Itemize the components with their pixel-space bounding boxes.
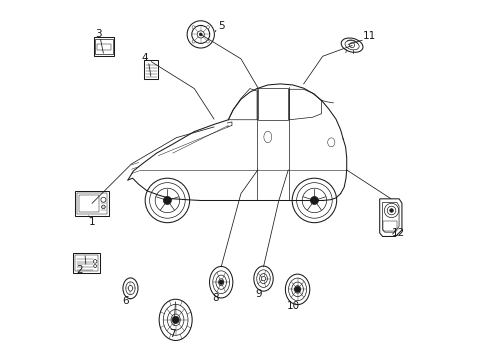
Text: 2: 2 [76,265,82,275]
Bar [93,37,114,56]
Circle shape [310,197,318,204]
Circle shape [163,197,171,204]
Circle shape [389,209,392,212]
Text: 6: 6 [122,296,128,306]
Bar [95,39,112,54]
Text: 1: 1 [89,217,95,227]
Text: 7: 7 [168,329,175,339]
Circle shape [219,280,223,284]
Bar [75,191,109,216]
Text: 5: 5 [218,21,224,31]
Circle shape [206,40,209,43]
Text: 3: 3 [95,30,102,39]
Bar [79,195,99,212]
Text: 11: 11 [362,31,375,41]
Bar [144,60,158,79]
Text: 8: 8 [211,293,218,303]
Circle shape [294,287,300,292]
Bar [73,253,100,273]
Text: 12: 12 [391,228,405,238]
Circle shape [192,40,195,43]
Bar [97,44,110,50]
Bar [383,221,396,231]
Circle shape [192,26,195,28]
Text: 10: 10 [286,301,299,311]
Bar [77,193,107,214]
Text: 9: 9 [255,289,262,299]
Circle shape [206,26,209,28]
Text: 4: 4 [141,53,148,63]
Circle shape [199,33,202,36]
Circle shape [172,316,179,323]
Bar [75,255,98,271]
